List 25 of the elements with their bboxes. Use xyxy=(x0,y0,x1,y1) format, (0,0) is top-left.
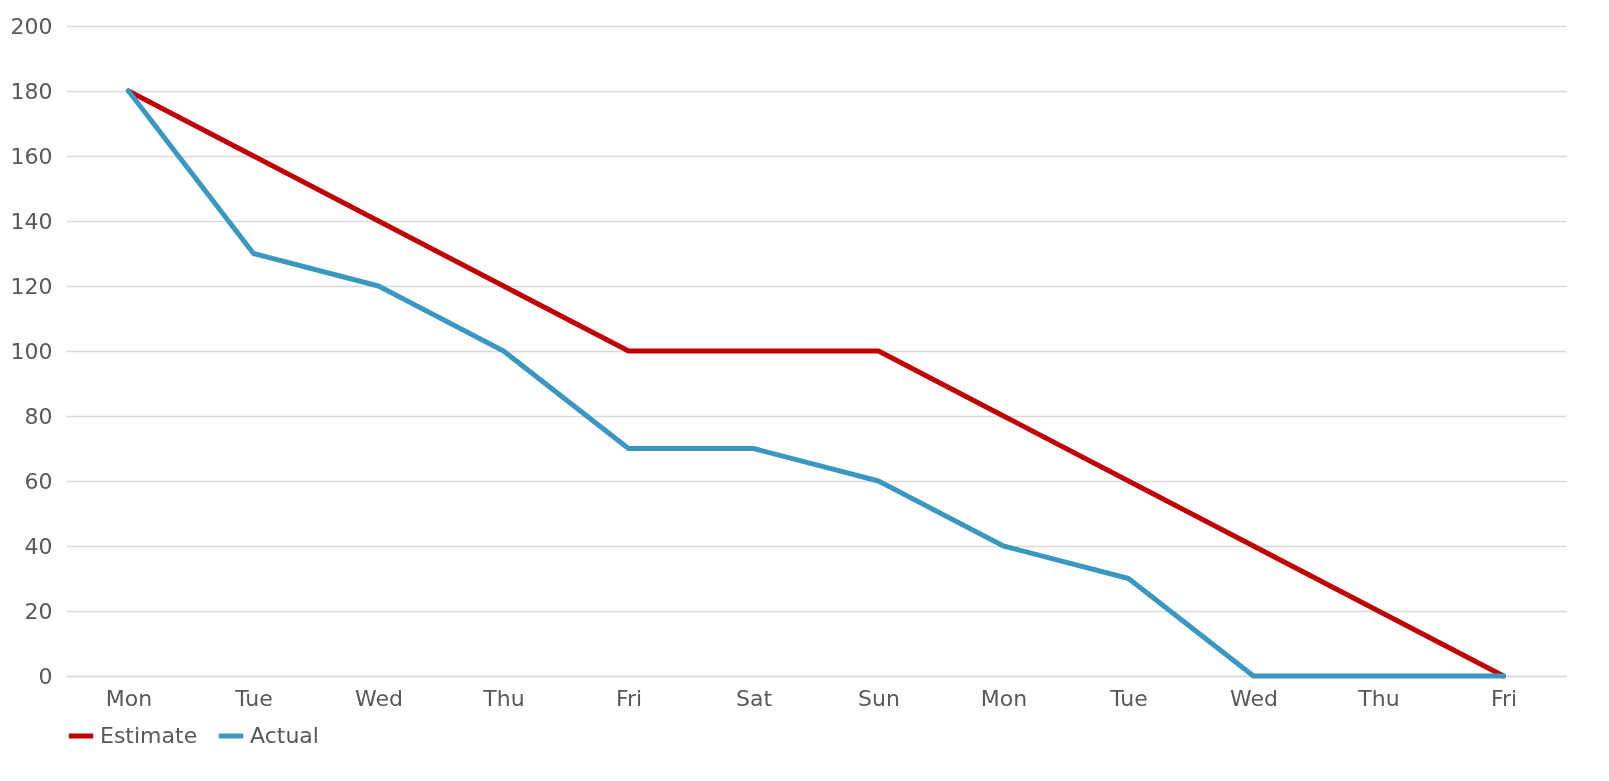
legend-label: Estimate xyxy=(100,723,198,748)
x-tick-label: Sun xyxy=(858,685,900,711)
y-tick-label: 20 xyxy=(24,598,53,624)
y-tick-label: 140 xyxy=(10,208,53,234)
x-tick-label: Tue xyxy=(1109,685,1148,711)
y-tick-label: 160 xyxy=(10,143,53,169)
x-tick-label: Thu xyxy=(482,685,525,711)
y-tick-label: 120 xyxy=(10,273,53,299)
x-tick-label: Thu xyxy=(1357,685,1400,711)
x-tick-label: Fri xyxy=(615,685,643,711)
x-tick-label: Wed xyxy=(355,685,403,711)
x-tick-label: Wed xyxy=(1230,685,1278,711)
legend-label: Actual xyxy=(250,723,319,748)
y-tick-label: 180 xyxy=(10,78,53,104)
y-tick-label: 200 xyxy=(10,13,53,39)
x-tick-label: Sat xyxy=(735,685,773,711)
y-tick-label: 100 xyxy=(10,338,53,364)
x-tick-label: Mon xyxy=(105,685,153,711)
y-tick-label: 60 xyxy=(24,468,53,494)
x-tick-label: Mon xyxy=(980,685,1028,711)
x-tick-label: Tue xyxy=(234,685,273,711)
y-tick-label: 40 xyxy=(24,533,53,559)
y-tick-label: 80 xyxy=(24,403,53,429)
x-tick-label: Fri xyxy=(1490,685,1518,711)
y-tick-label: 0 xyxy=(38,663,53,689)
